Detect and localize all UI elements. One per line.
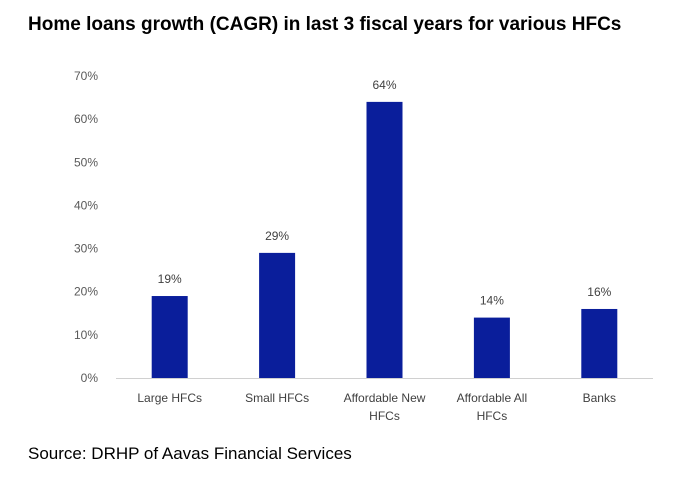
- bar: [366, 101, 403, 378]
- y-tick-label: 60%: [74, 112, 98, 126]
- x-tick-label: HFCs: [369, 409, 400, 423]
- data-labels: 19% 29% 64% 14% 16%: [158, 78, 612, 308]
- y-tick-label: 0%: [81, 371, 99, 385]
- y-axis: 0% 10% 20% 30% 40% 50% 60% 70%: [74, 69, 98, 385]
- bar-chart: 0%10%20%30%40%50%60%70% 19%29%64%14%16% …: [74, 69, 653, 423]
- data-label: 16%: [587, 285, 611, 299]
- bar: [151, 296, 188, 378]
- bar: [473, 317, 510, 378]
- chart-title: Home loans growth (CAGR) in last 3 fisca…: [28, 14, 622, 35]
- y-tick-label: 40%: [74, 198, 98, 212]
- y-tick-label: 20%: [74, 285, 98, 299]
- y-tick-label: 70%: [74, 69, 98, 83]
- x-tick-label: Large HFCs: [137, 391, 202, 405]
- bar: [259, 252, 296, 378]
- bar: [581, 308, 618, 378]
- x-tick-label: Banks: [583, 391, 616, 405]
- y-tick-label: 30%: [74, 242, 98, 256]
- x-tick-label: HFCs: [477, 409, 508, 423]
- x-axis: Large HFCs Small HFCs Affordable New HFCs Af…: [137, 391, 616, 423]
- bars: [151, 101, 618, 378]
- source-note: Source: DRHP of Aavas Financial Services: [28, 444, 352, 463]
- x-tick-label: Affordable All: [457, 391, 528, 405]
- data-label: 19%: [158, 272, 182, 286]
- x-tick-label: Affordable New: [344, 391, 426, 405]
- x-tick-label: Small HFCs: [245, 391, 309, 405]
- y-tick-label: 10%: [74, 328, 98, 342]
- y-tick-label: 50%: [74, 155, 98, 169]
- data-label: 64%: [372, 78, 396, 92]
- data-label: 14%: [480, 294, 504, 308]
- data-label: 29%: [265, 229, 289, 243]
